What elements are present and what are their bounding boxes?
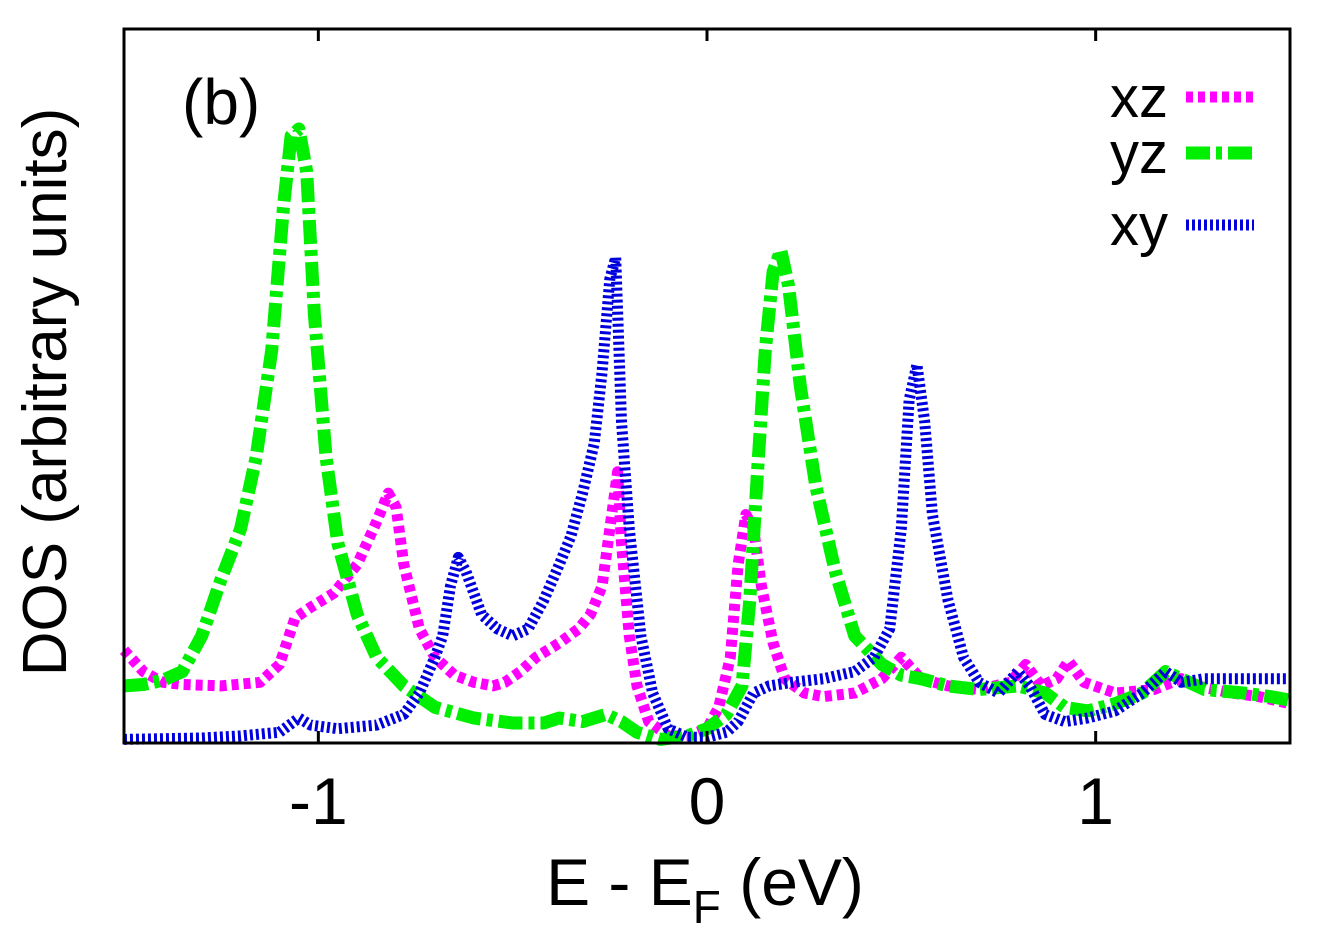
plot-area	[119, 122, 1292, 746]
legend-label-yz: yz	[1110, 121, 1168, 186]
x-tick-label: -1	[289, 764, 348, 838]
x-axis-label-subscript: F	[693, 881, 721, 930]
legend-label-xz: xz	[1110, 65, 1168, 130]
series-line-xz	[119, 466, 1292, 742]
panel-label: (b)	[182, 66, 260, 138]
legend-label-xy: xy	[1110, 193, 1168, 258]
series-line-yz	[123, 122, 1292, 746]
series-line-xy	[123, 252, 1290, 745]
y-axis-label: DOS (arbitrary units)	[11, 108, 80, 676]
x-tick-label: 0	[689, 764, 726, 838]
x-axis-label-unit: (eV)	[721, 845, 864, 919]
x-tick-labels: -1 0 1	[289, 764, 1114, 838]
x-tick-label: 1	[1077, 764, 1114, 838]
x-axis-label-main: E - E	[546, 845, 693, 919]
x-axis-label: E - EF (eV)	[546, 845, 864, 930]
tick-marks	[316, 29, 1098, 743]
